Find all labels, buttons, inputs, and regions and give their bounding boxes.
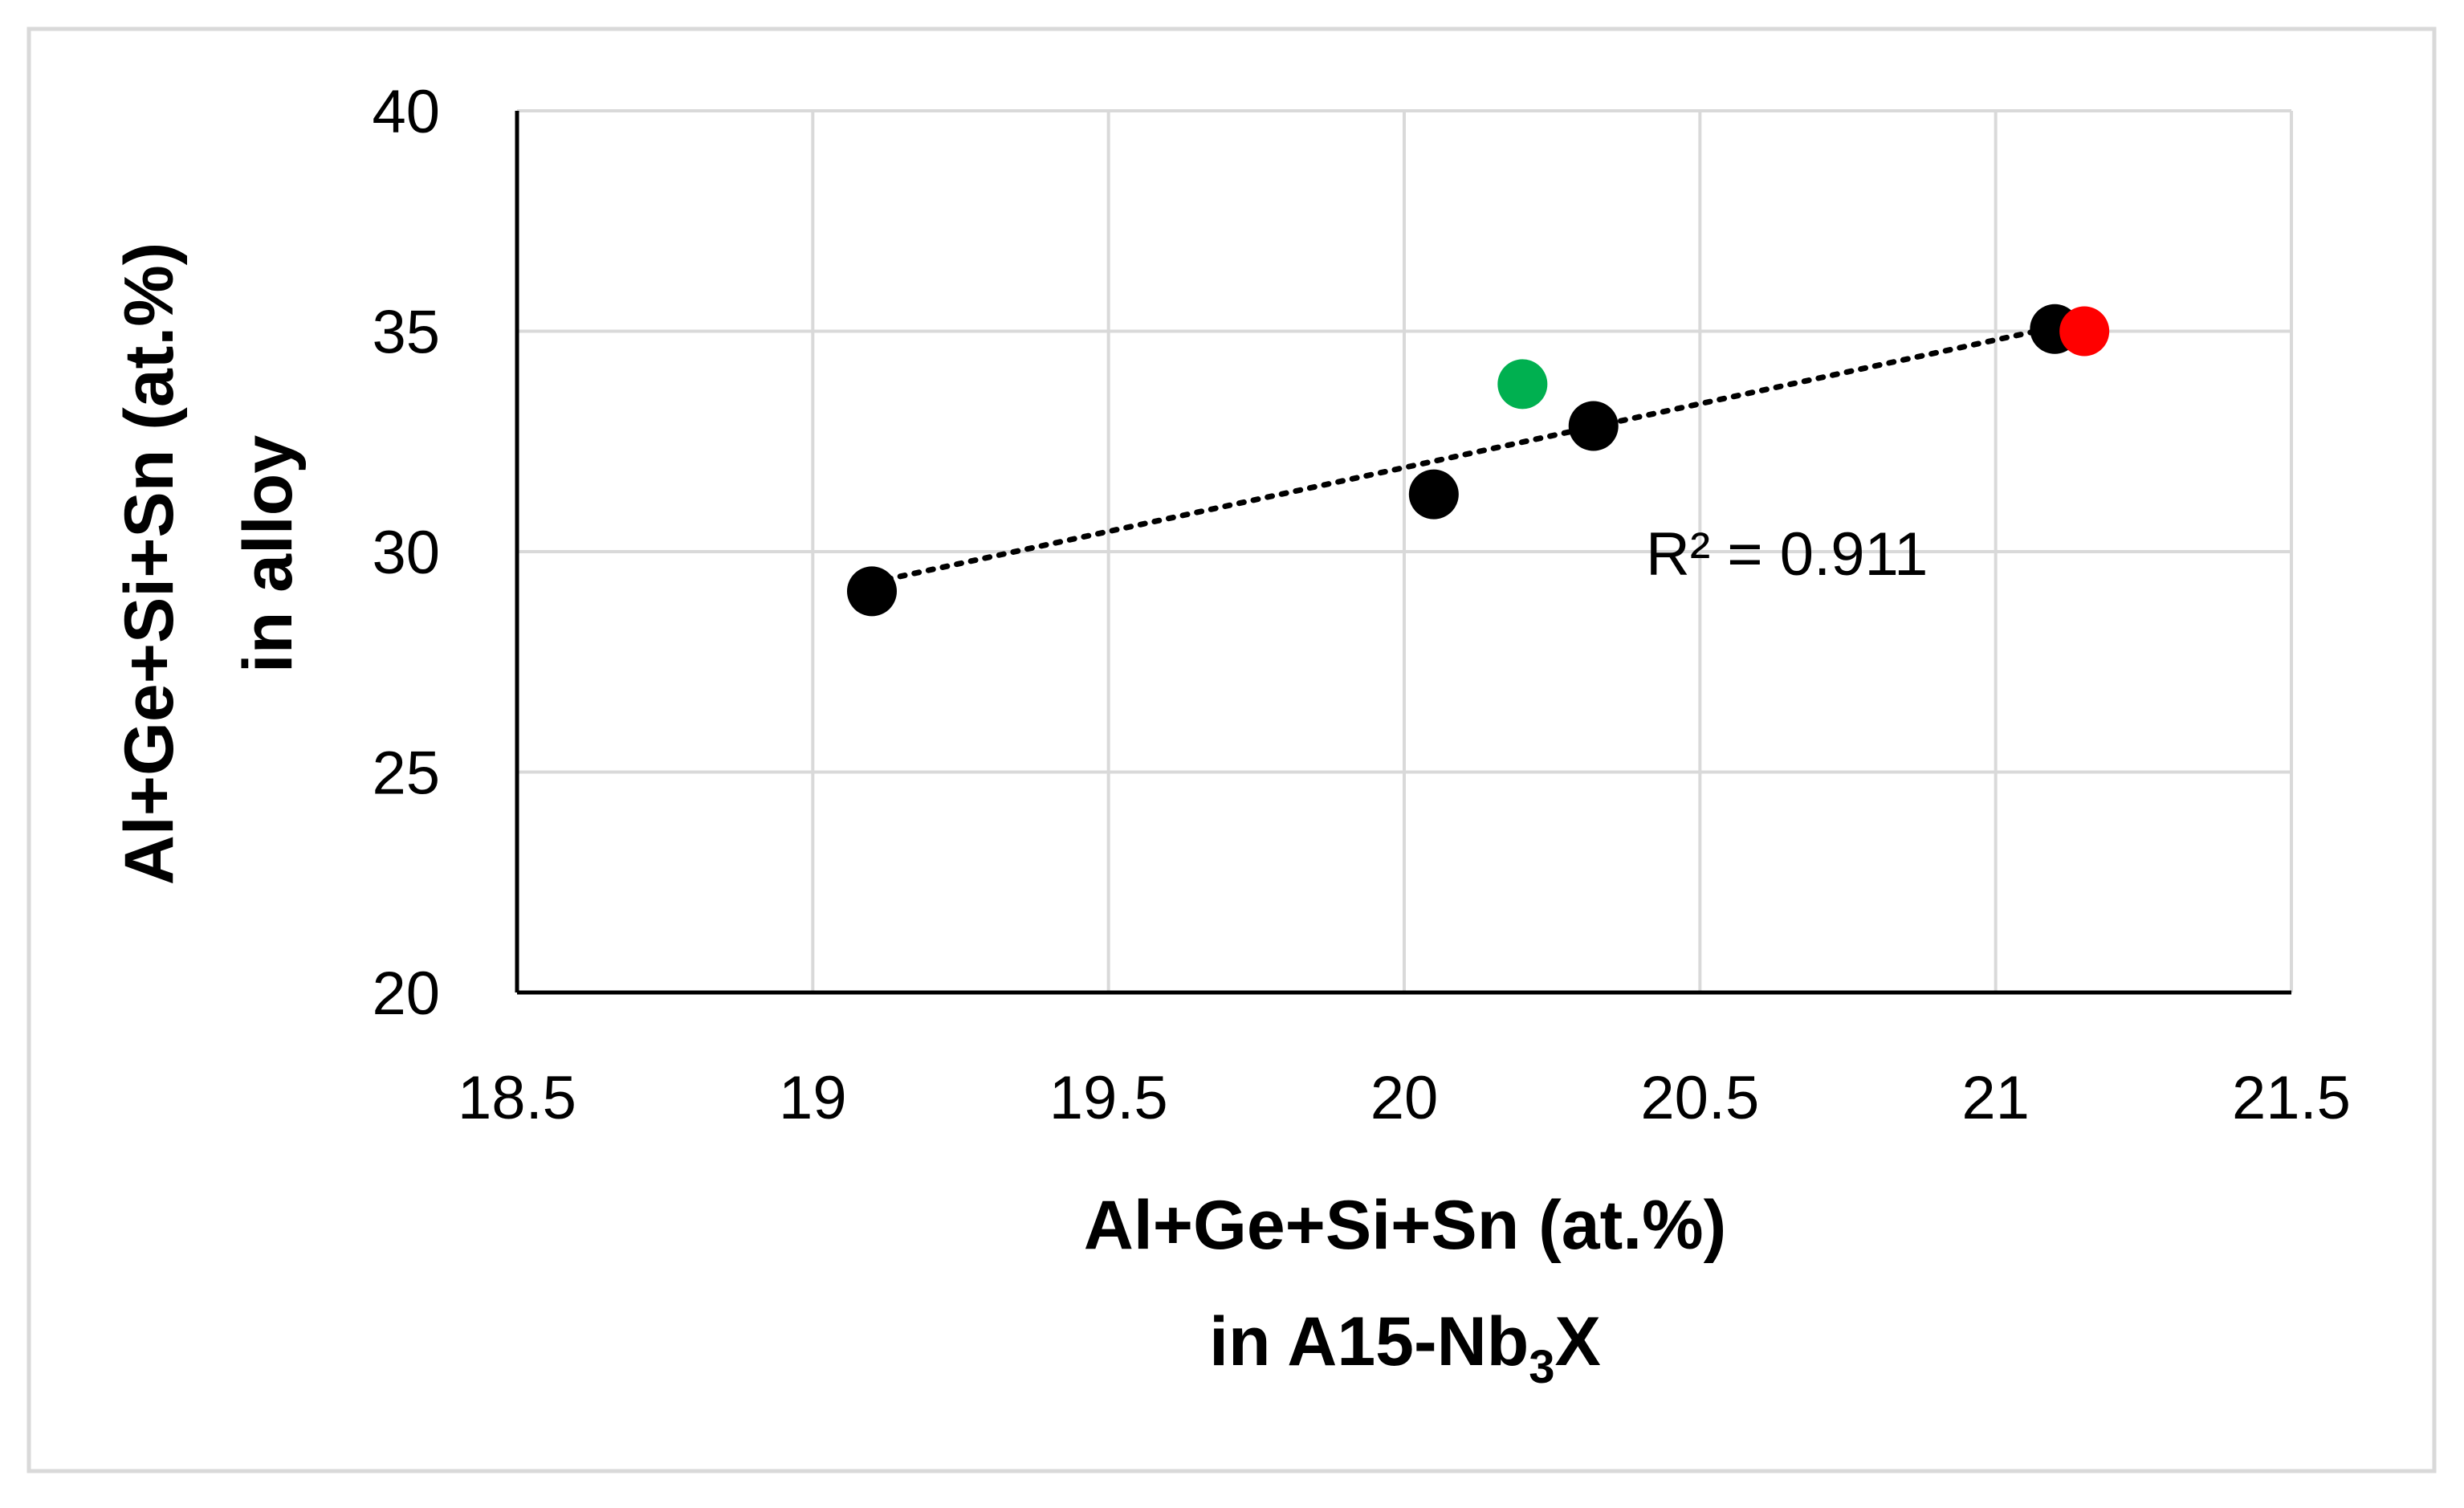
trendline [869,321,2070,585]
data-points [847,304,2110,617]
x-tick-label: 21 [1961,1064,2030,1132]
r-squared-annotation: R² = 0.911 [1646,520,1928,589]
x-tick-label: 18.5 [458,1064,576,1132]
x-tick-label: 19 [779,1064,847,1132]
y-tick-label: 20 [372,960,440,1028]
y-axis-title-line-1: Al+Ge+Si+Sn (at.%) [111,243,188,886]
chart-border [26,26,2437,1473]
y-tick-label: 35 [372,299,440,367]
grid-lines [517,109,2293,992]
data-point [1497,359,1548,410]
y-tick-label: 40 [372,78,440,146]
data-point [2059,306,2110,357]
x-axis-title-subscript: 3 [1529,1341,1554,1393]
x-tick-label: 19.5 [1049,1064,1168,1132]
y-axis-title-line-2: in alloy [230,435,307,673]
y-tick-label: 25 [372,740,440,808]
axes [515,111,2291,995]
x-tick-label: 20 [1370,1064,1439,1132]
y-axis-title: Al+Ge+Si+Sn (at.%) in alloy [111,223,307,885]
x-tick-labels: 18.5 19 19.5 20 20.5 21 21.5 [458,1064,2351,1132]
data-point [847,566,897,617]
x-axis-title-main: in A15-Nb [1209,1303,1529,1380]
y-tick-label: 30 [372,519,440,587]
trendline-group [869,321,2070,585]
data-point [1568,401,1619,451]
x-tick-label: 21.5 [2232,1064,2351,1132]
x-tick-label: 20.5 [1640,1064,1759,1132]
x-axis-title-line-1: Al+Ge+Si+Sn (at.%) [1084,1187,1727,1264]
x-axis-title-suffix: X [1555,1303,1601,1380]
x-axis-title-line-2: in A15-Nb3X [1209,1303,1601,1393]
y-tick-labels: 20 25 30 35 40 [372,78,440,1028]
data-point [1408,469,1459,520]
